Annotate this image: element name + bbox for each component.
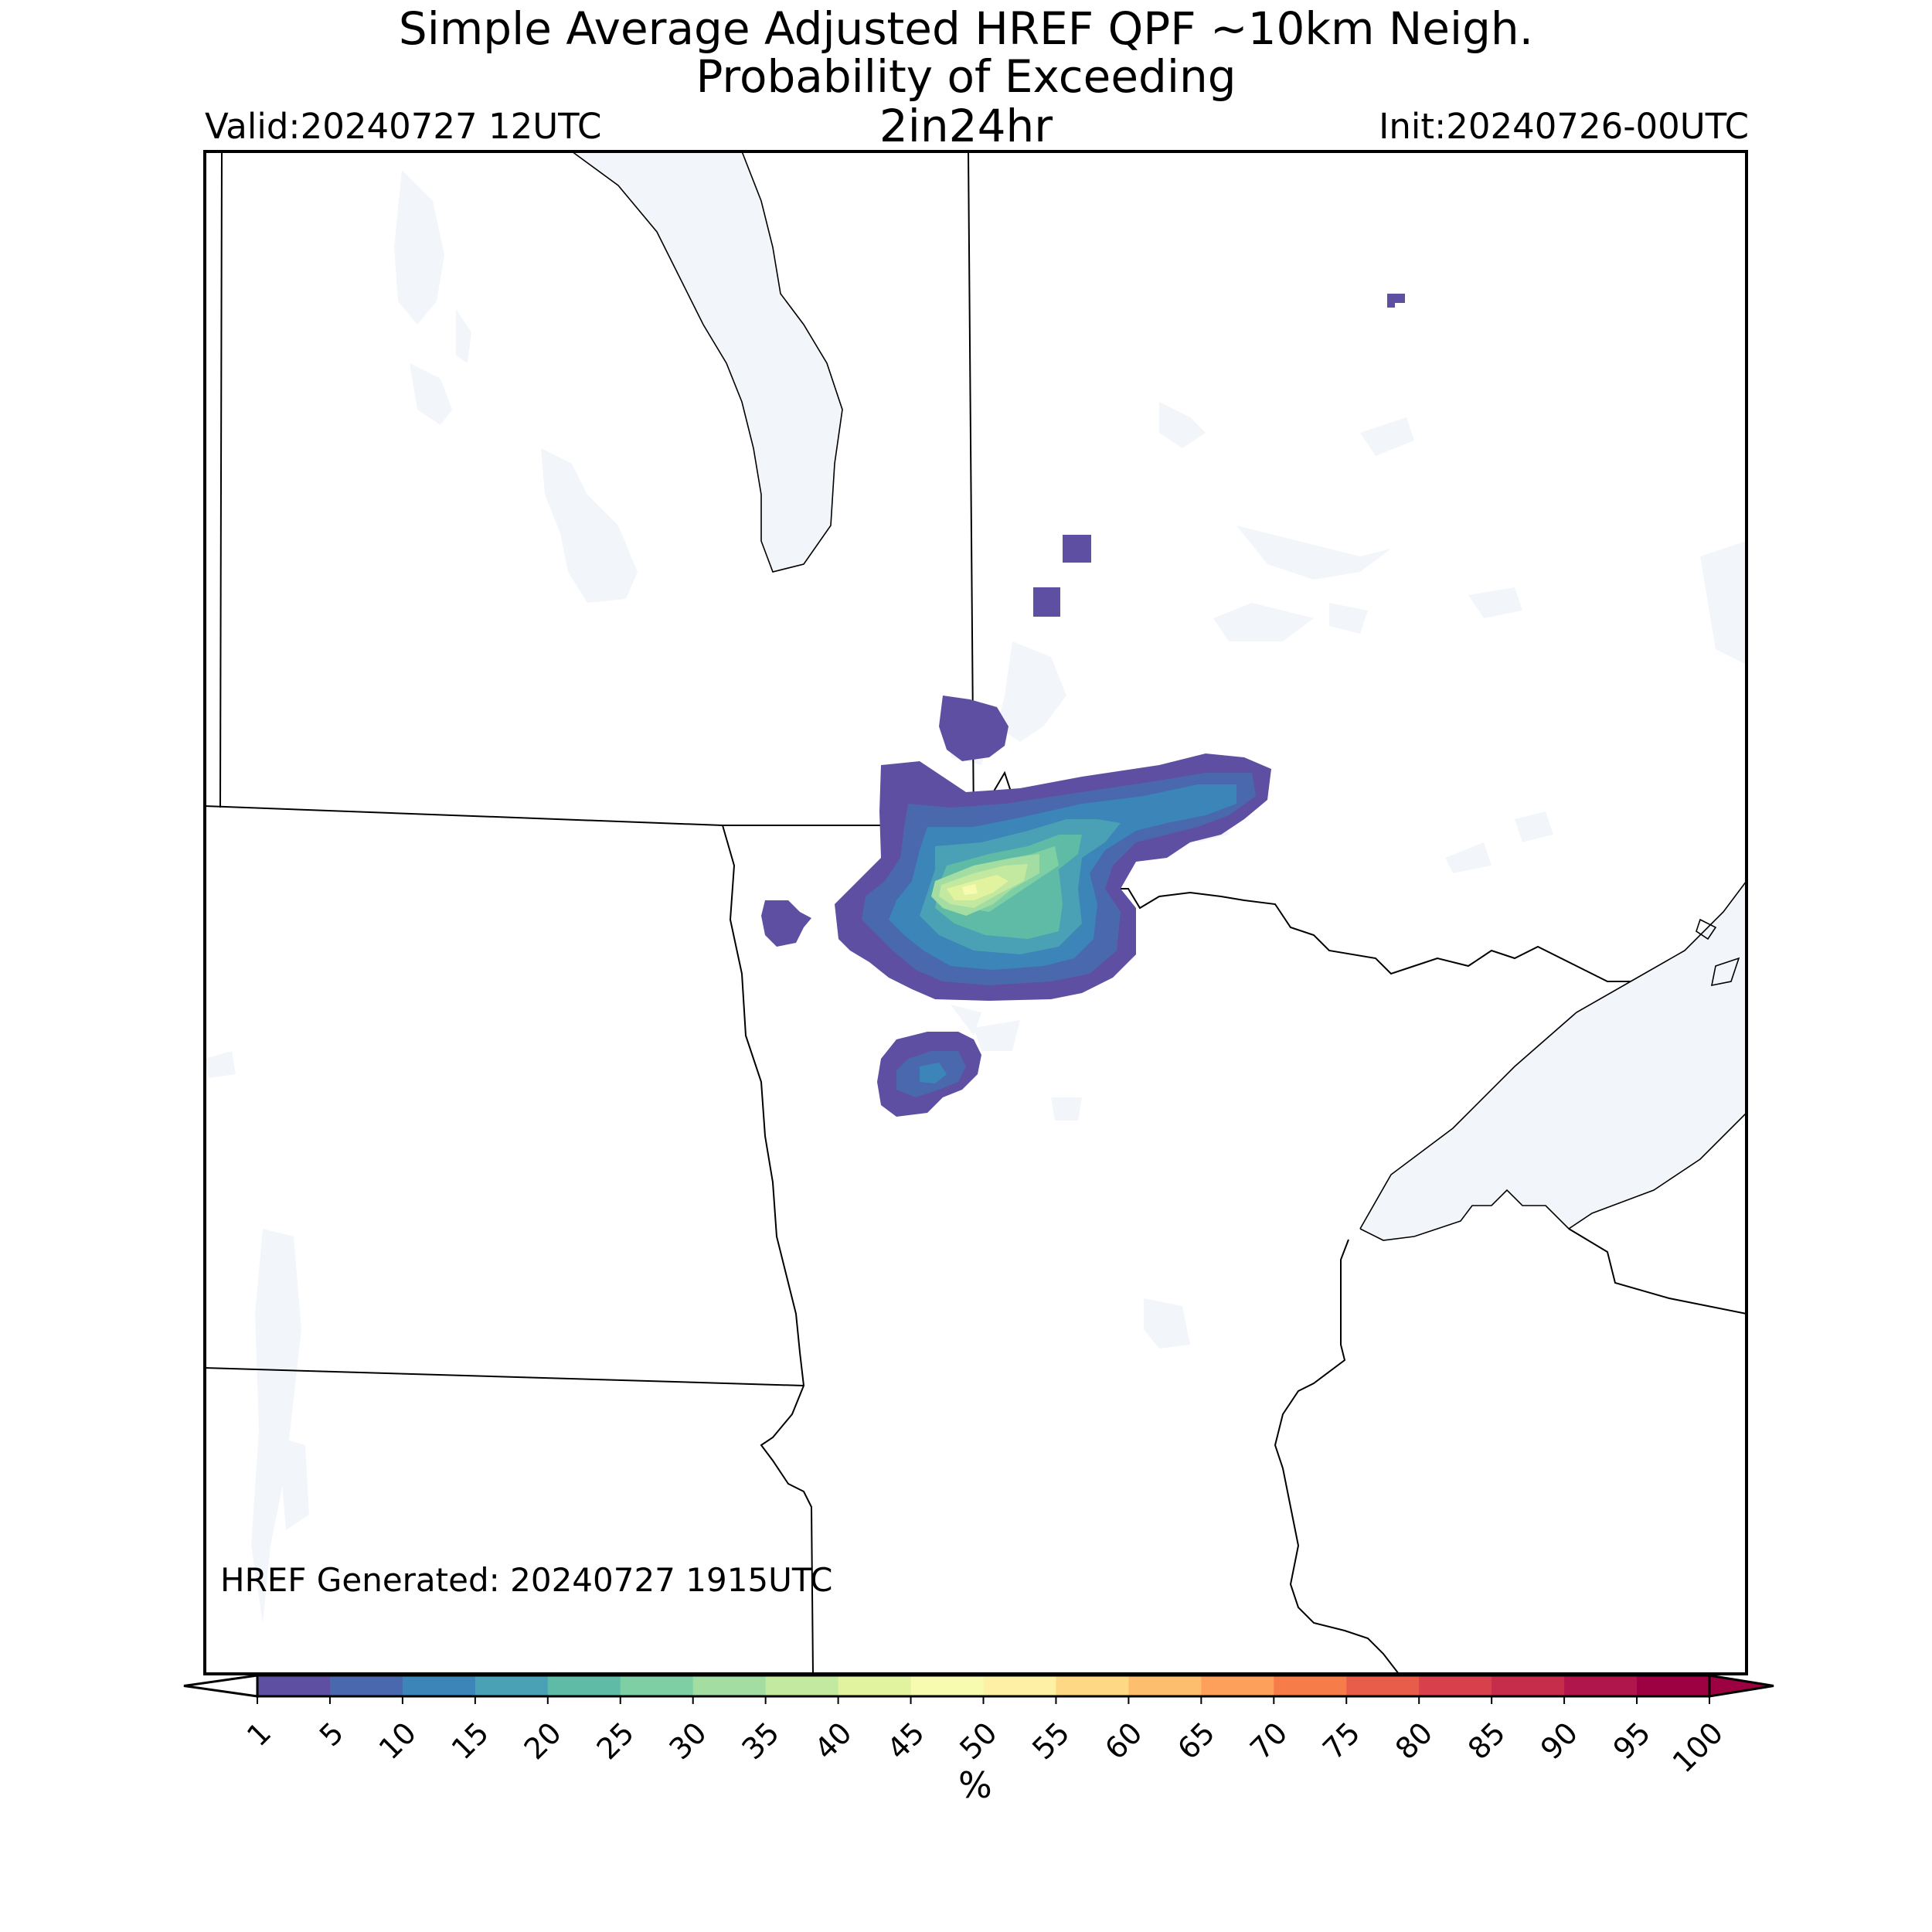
- probability-field: [761, 294, 1405, 1117]
- lake-winnipegosis: [394, 170, 444, 325]
- border-nd-mn: [722, 825, 814, 1674]
- generated-timestamp: HREF Generated: 20240727 1915UTC: [220, 1561, 833, 1599]
- colorbar-unit-label: %: [958, 1764, 992, 1806]
- border-mn-wi: [1274, 1239, 1400, 1674]
- init-time: Init:20240726-00UTC: [1379, 106, 1749, 147]
- border-nd-sd: [205, 1367, 804, 1386]
- title-line-2: Probability of Exceeding: [696, 50, 1236, 103]
- title-line-3: 2in24hr: [879, 100, 1053, 152]
- lake-manitoba: [541, 448, 638, 603]
- lake-of-the-woods: [997, 641, 1066, 742]
- border-wi-mi: [1568, 1228, 1747, 1315]
- title-line-1: Simple Average Adjusted HREF QPF ~10km N…: [398, 2, 1534, 55]
- map-frame: [203, 150, 1748, 1675]
- lake-winnipeg: [572, 151, 842, 572]
- borders-layer: [205, 151, 1747, 1674]
- border-manitoba-saskatchewan: [219, 151, 223, 808]
- valid-time: Valid:20240727 12UTC: [205, 106, 602, 147]
